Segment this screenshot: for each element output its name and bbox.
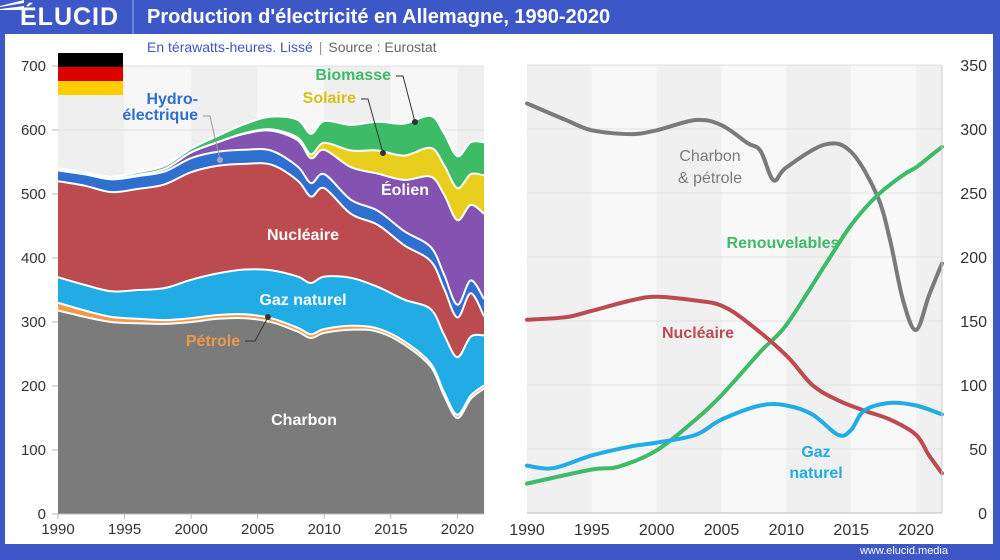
solaire-leader-dot: [380, 150, 386, 156]
right-y-tick-label: 300: [960, 122, 987, 139]
right-chart-axes: 0 50 100 150 200 250 300 350 1990 1995 2000 2005 201…: [509, 58, 987, 539]
left-x-tick-label: 1995: [108, 521, 141, 538]
left-y-tick-label: 400: [21, 250, 46, 267]
area-boundary-gaz-naturel: [57, 268, 485, 359]
line-gaz-naturel: [525, 400, 944, 471]
right-x-tick-label: 2005: [704, 522, 740, 539]
area-boundary-nucl-aire: [57, 162, 485, 319]
left-chart-axes: 0 100 200 300 400 500 600 700 1990 1995 2000 2005 20…: [21, 58, 484, 538]
footer-url[interactable]: www.elucid.media: [859, 545, 948, 557]
left-x-tick-label: 1990: [41, 521, 74, 538]
label-petrole: Pétrole: [186, 333, 240, 350]
right-y-tick-label: 150: [960, 314, 987, 331]
right-y-tick-label: 0: [978, 506, 987, 523]
flag-stripe-red: [58, 67, 123, 81]
line-renouvelables: [525, 144, 944, 486]
subtitle: En térawatts-heures. Lissé | Source : Euro…: [147, 39, 437, 55]
label-solaire: Solaire: [303, 90, 356, 107]
biomasse-leader-dot: [412, 119, 418, 125]
left-x-tick-label: 2005: [241, 521, 274, 538]
label-gaz-right-line1: Gaz: [801, 444, 830, 461]
flag-stripe-black: [58, 53, 123, 67]
label-gaz: Gaz naturel: [259, 292, 346, 309]
right-bg-band: [786, 65, 852, 513]
elucid-logo: ÉLUCID: [20, 3, 120, 31]
elucid-flag-icon: [0, 0, 24, 10]
petrole-leader-dot: [265, 314, 271, 320]
label-nucleaire: Nucléaire: [267, 227, 339, 244]
right-x-tick-label: 2020: [898, 522, 934, 539]
left-y-tick-label: 200: [21, 378, 46, 395]
source-label: Source : Eurostat: [328, 39, 437, 55]
chart-title: Production d'électricité en Allemagne, 1…: [147, 6, 611, 28]
area-boundary-biomasse: [57, 114, 485, 178]
right-x-tick-label: 2010: [769, 522, 805, 539]
biomasse-leader-line: [396, 75, 416, 123]
solaire-leader-line: [361, 98, 384, 154]
subtitle-separator: |: [318, 39, 323, 55]
area-boundary-charbon: [57, 309, 485, 419]
area-boundary-hydro-lectrique: [57, 147, 485, 306]
petrole-leader-line: [245, 316, 269, 342]
subtitle-units: En térawatts-heures. Lissé: [147, 39, 313, 55]
flag-stripe-gold: [58, 81, 123, 95]
right-bg-band: [851, 65, 917, 513]
area-boundary-p-trole: [57, 301, 485, 416]
header: ÉLUCID Production d'électricité en Allem…: [0, 0, 1000, 36]
area-gaz-naturel: [58, 269, 484, 415]
area-nucl-aire: [58, 163, 484, 358]
left-chart-areas: [57, 114, 485, 514]
line-charbon-p-trole: [525, 101, 944, 332]
left-x-tick-label: 2020: [441, 521, 474, 538]
right-y-tick-label: 350: [960, 58, 987, 75]
left-y-tick-label: 500: [21, 186, 46, 203]
right-x-tick-label: 2000: [639, 522, 675, 539]
right-chart-background: [527, 65, 942, 513]
left-y-tick-label: 700: [21, 58, 46, 75]
right-bg-band: [591, 65, 657, 513]
area-hydro-lectrique: [58, 148, 484, 318]
right-y-tick-label: 100: [960, 378, 987, 395]
left-x-tick-label: 2015: [374, 521, 407, 538]
label-gaz-right-line2: naturel: [789, 465, 842, 482]
area-solaire: [58, 129, 484, 221]
left-y-tick-label: 0: [38, 506, 46, 523]
left-x-tick-label: 2000: [174, 521, 207, 538]
left-y-tick-label: 100: [21, 442, 46, 459]
right-bg-band: [527, 65, 592, 513]
label-hydro-line1: Hydro-: [146, 91, 198, 108]
right-y-tick-label: 250: [960, 186, 987, 203]
label-renouvelables: Renouvelables: [727, 235, 840, 252]
hydro-leader-line: [203, 115, 221, 161]
label-hydro-line2: électrique: [122, 107, 198, 124]
left-x-tick-label: 2010: [308, 521, 341, 538]
area-boundary-solaire: [57, 128, 485, 190]
right-x-tick-label: 1995: [574, 522, 610, 539]
label-charbon-petrole-line1: Charbon: [679, 148, 740, 165]
label-charbon: Charbon: [271, 412, 337, 429]
header-divider: [132, 0, 134, 34]
label-biomasse: Biomasse: [315, 67, 391, 84]
hydro-leader-dot: [217, 157, 223, 163]
left-y-tick-label: 300: [21, 314, 46, 331]
line-nucl-aire: [525, 294, 944, 476]
label-nucleaire-right: Nucléaire: [662, 325, 734, 342]
area-charbon: [58, 310, 484, 514]
right-chart-lines: [525, 101, 944, 486]
label-charbon-petrole-line2: & pétrole: [678, 170, 742, 187]
germany-flag: [58, 53, 123, 95]
label-eolien: Éolien: [381, 180, 429, 199]
right-x-tick-label: 2015: [833, 522, 869, 539]
right-x-tick-label: 1990: [509, 522, 545, 539]
right-bg-band: [721, 65, 787, 513]
right-y-tick-label: 50: [969, 442, 987, 459]
right-bg-band: [916, 65, 942, 513]
right-y-tick-label: 200: [960, 250, 987, 267]
left-y-tick-label: 600: [21, 122, 46, 139]
